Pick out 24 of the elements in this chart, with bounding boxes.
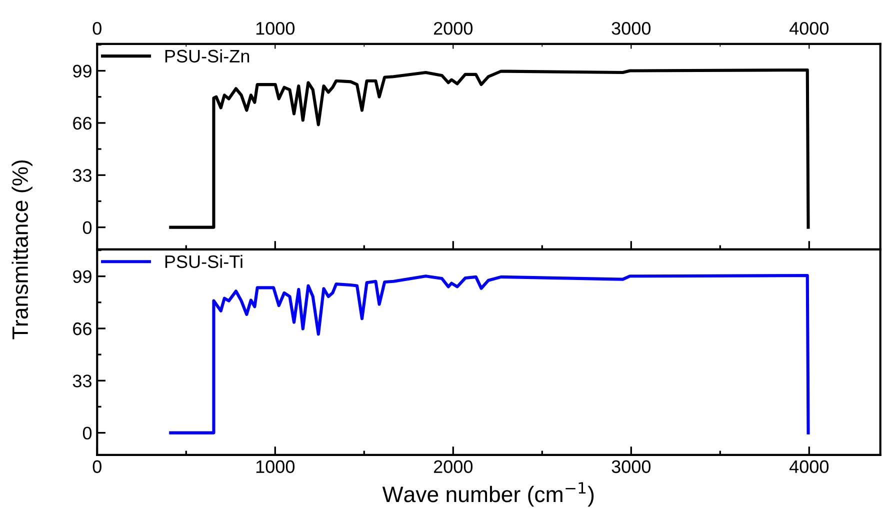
y-tick-label: 0 bbox=[82, 426, 92, 440]
y-tick-label: 33 bbox=[72, 374, 92, 388]
line-series bbox=[169, 68, 810, 229]
y-tick-label: 66 bbox=[73, 116, 92, 130]
x2-tick-label: 4000 bbox=[789, 22, 829, 35]
x2-tick-label: 0 bbox=[92, 22, 102, 35]
y-tick-label: 66 bbox=[73, 322, 92, 336]
x2-tick-label: 2000 bbox=[434, 22, 473, 35]
y-axis-title: Transmittance (%) bbox=[12, 160, 32, 340]
x-axis-title: Wave number (cm$^{−1}$) bbox=[382, 482, 594, 507]
x-tick-label: 1000 bbox=[256, 460, 295, 474]
x2-tick-label: 1000 bbox=[256, 22, 295, 35]
x-tick-label: 0 bbox=[92, 460, 102, 474]
y-tick-label: 33 bbox=[72, 169, 92, 182]
x-tick-label: 4000 bbox=[789, 460, 829, 474]
line-series bbox=[169, 274, 810, 434]
legend-label: PSU-Si-Zn bbox=[165, 49, 250, 63]
x-tick-label: 2000 bbox=[434, 460, 473, 474]
x-tick-label: 3000 bbox=[612, 460, 651, 474]
y-tick-label: 0 bbox=[82, 221, 92, 234]
y-tick-label: 99 bbox=[73, 64, 92, 78]
legend-label: PSU-Si-Ti bbox=[165, 254, 242, 268]
y-tick-label: 99 bbox=[73, 270, 92, 284]
x2-tick-label: 3000 bbox=[612, 22, 651, 35]
